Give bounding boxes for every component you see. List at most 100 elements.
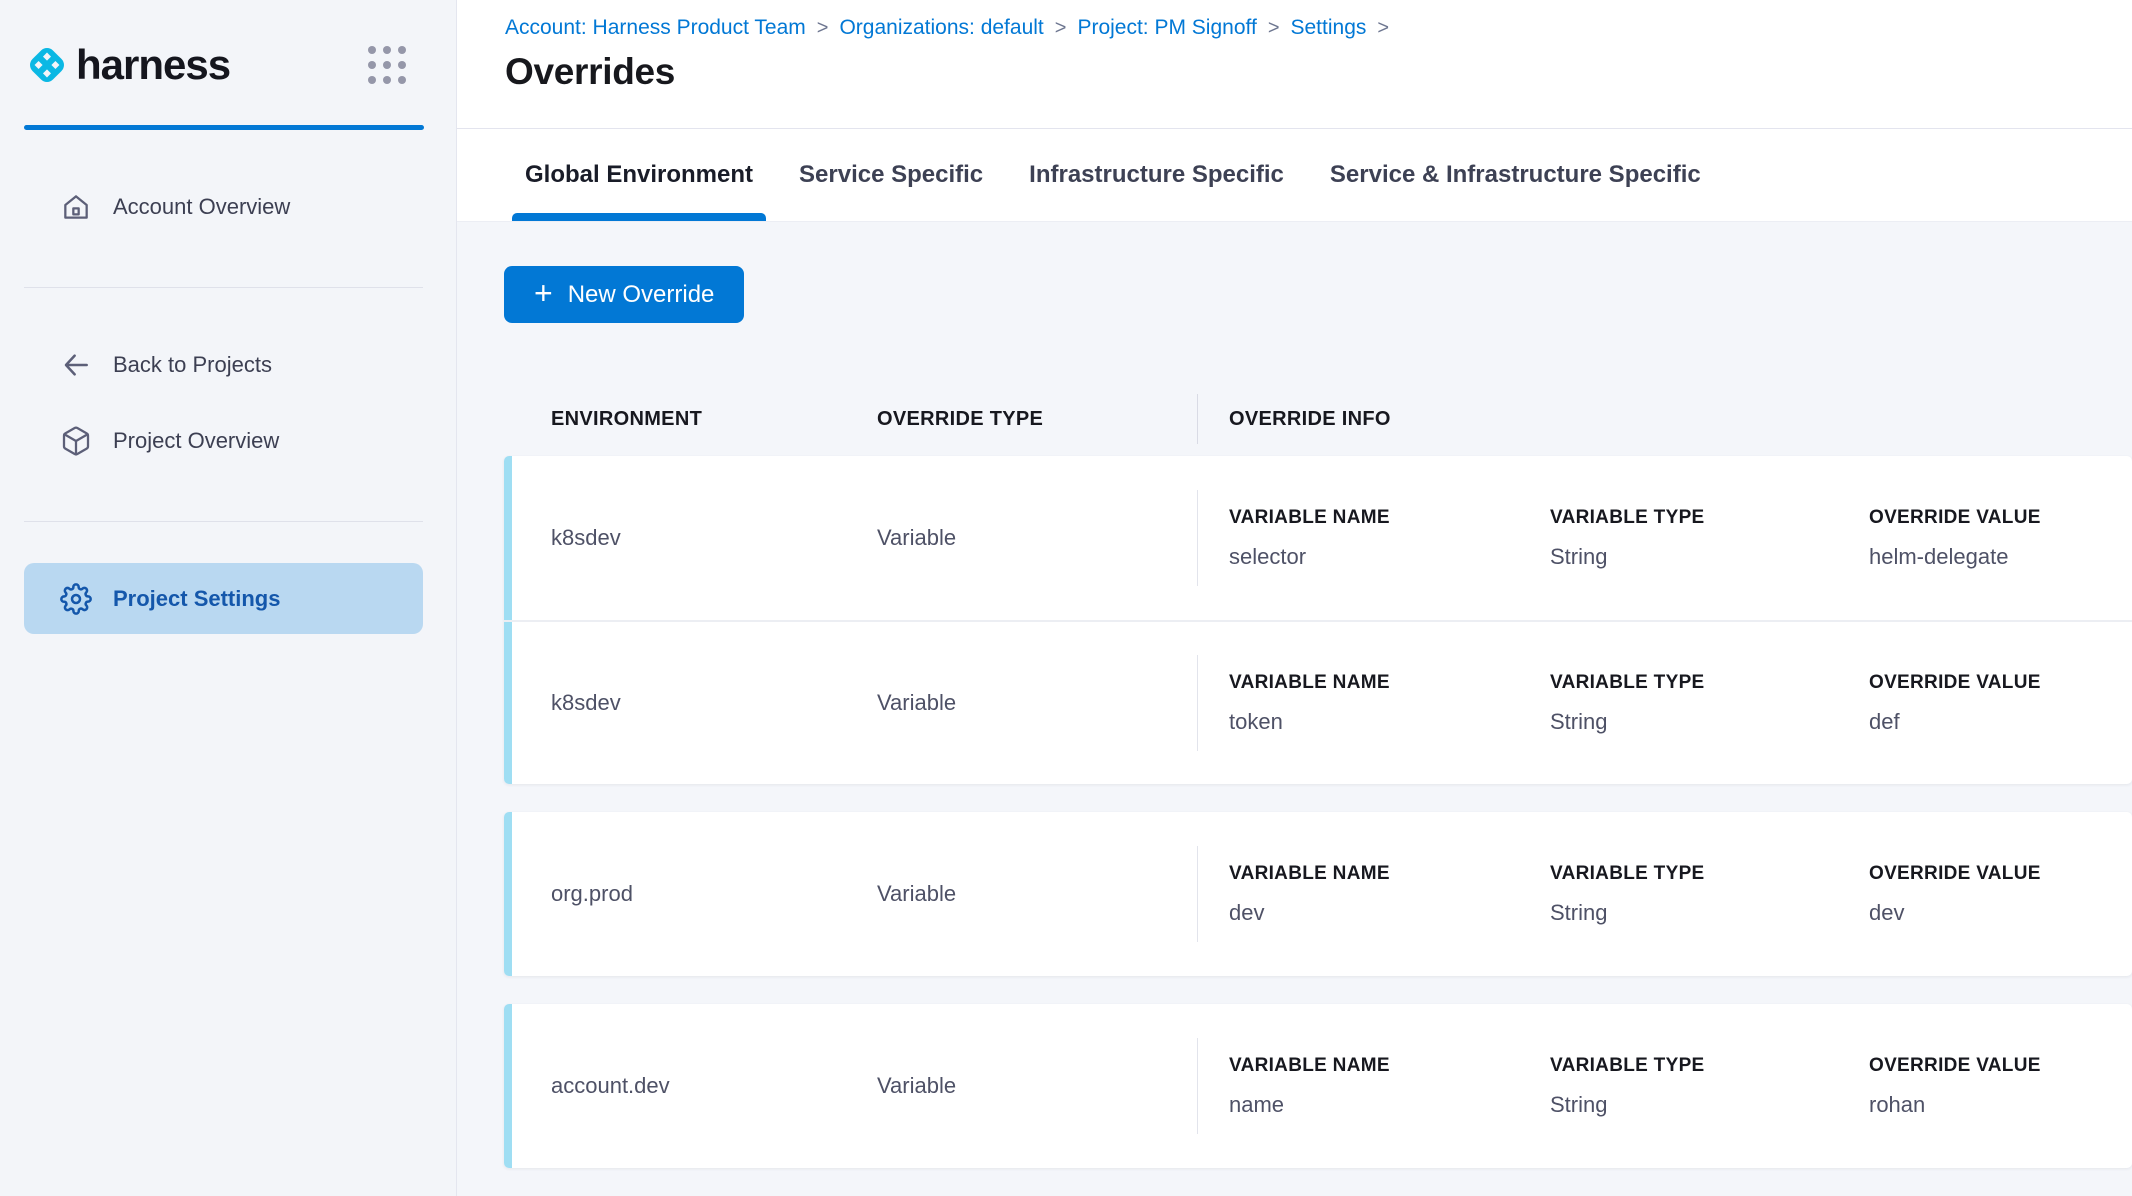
info-value: String <box>1550 543 1608 569</box>
info-value: helm-delegate <box>1869 543 2009 569</box>
tab-bar: Global Environment Service Specific Infras… <box>457 129 2132 222</box>
info-col-override-value: OVERRIDE VALUE rohan <box>1869 1055 2132 1118</box>
info-col-override-value: OVERRIDE VALUE dev <box>1869 863 2132 926</box>
module-grid-icon[interactable] <box>368 46 406 84</box>
breadcrumb-link[interactable]: Project: PM Signoff <box>1077 16 1257 39</box>
sidebar-item-project-settings[interactable]: Project Settings <box>24 563 423 634</box>
override-type-cell: Variable <box>877 525 957 550</box>
info-label: VARIABLE TYPE <box>1550 1054 1705 1076</box>
override-row[interactable]: k8sdev Variable VARIABLE NAME selector VARIA… <box>504 456 2132 620</box>
brand-name: harness <box>76 41 231 88</box>
override-type-cell: Variable <box>877 881 957 906</box>
tab-label: Service & Infrastructure Specific <box>1329 161 1701 189</box>
table-header: ENVIRONMENT OVERRIDE TYPE OVERRIDE INFO <box>504 394 2132 444</box>
info-value: rohan <box>1869 1091 1926 1117</box>
content-area: + New Override ENVIRONMENT OVERRIDE TYPE… <box>457 222 2132 1196</box>
info-value: dev <box>1229 899 1265 925</box>
sidebar: harness Account Overview Bac <box>0 0 457 1196</box>
page-title: Overrides <box>505 51 676 92</box>
info-value: String <box>1550 899 1608 925</box>
column-header-environment: ENVIRONMENT <box>551 407 703 430</box>
info-col-variable-type: VARIABLE TYPE String <box>1550 672 1869 735</box>
info-label: VARIABLE TYPE <box>1550 862 1705 884</box>
override-info-cell: VARIABLE NAME token VARIABLE TYPE String OVE… <box>1197 655 2132 751</box>
brand[interactable]: harness <box>25 41 231 89</box>
override-list: k8sdev Variable VARIABLE NAME selector VARIA… <box>504 456 2132 1168</box>
page-header: Account: Harness Product Team > Organizati… <box>457 0 2132 130</box>
info-value: dev <box>1869 899 1905 925</box>
breadcrumb-separator-icon: > <box>1267 16 1280 39</box>
tab-label: Service Specific <box>799 161 984 189</box>
breadcrumb-separator-icon: > <box>816 16 829 39</box>
sidebar-accent-rule <box>24 125 424 130</box>
breadcrumb-link[interactable]: Account: Harness Product Team <box>505 16 806 39</box>
column-header-override-type: OVERRIDE TYPE <box>877 407 1044 430</box>
harness-logo-icon <box>30 48 64 82</box>
breadcrumb-link[interactable]: Organizations: default <box>839 16 1044 39</box>
tab-label: Infrastructure Specific <box>1029 161 1284 189</box>
breadcrumb: Account: Harness Product Team > Organizati… <box>505 16 2132 40</box>
override-info-cell: VARIABLE NAME selector VARIABLE TYPE String… <box>1197 490 2132 586</box>
info-label: VARIABLE NAME <box>1229 1054 1390 1076</box>
main-area: Account: Harness Product Team > Organizati… <box>457 0 2132 1196</box>
info-value: String <box>1550 708 1608 734</box>
info-label: VARIABLE NAME <box>1229 862 1390 884</box>
override-info-cell: VARIABLE NAME name VARIABLE TYPE String OVER… <box>1197 1038 2132 1134</box>
sidebar-item-label: Back to Projects <box>113 351 272 377</box>
override-type-cell: Variable <box>877 1073 957 1098</box>
arrow-left-icon <box>64 353 88 376</box>
info-label: OVERRIDE VALUE <box>1869 1054 2041 1076</box>
info-label: VARIABLE TYPE <box>1550 671 1705 693</box>
new-override-button[interactable]: + New Override <box>504 266 745 323</box>
tab-label: Global Environment <box>525 161 754 189</box>
sidebar-item-label: Project Settings <box>113 585 281 611</box>
info-label: VARIABLE TYPE <box>1550 506 1705 528</box>
override-type-cell: Variable <box>877 690 957 715</box>
cube-icon <box>62 426 90 456</box>
info-col-variable-type: VARIABLE TYPE String <box>1550 863 1869 926</box>
override-row[interactable]: account.dev Variable VARIABLE NAME name VARI… <box>504 1004 2132 1168</box>
breadcrumb-separator-icon: > <box>1054 16 1067 39</box>
info-value: selector <box>1229 543 1307 569</box>
info-col-variable-name: VARIABLE NAME dev <box>1229 863 1550 926</box>
info-col-override-value: OVERRIDE VALUE helm-delegate <box>1869 507 2132 570</box>
sidebar-item-back-to-projects[interactable]: Back to Projects <box>24 329 423 400</box>
home-icon <box>64 194 88 219</box>
override-card: account.dev Variable VARIABLE NAME name VARI… <box>504 1004 2132 1168</box>
sidebar-nav: Account Overview Back to Projects Projec… <box>0 130 456 634</box>
tab-infrastructure-specific[interactable]: Infrastructure Specific <box>1016 129 1297 221</box>
sidebar-item-label: Project Overview <box>113 427 280 453</box>
info-label: VARIABLE NAME <box>1229 671 1390 693</box>
environment-cell: org.prod <box>551 881 633 906</box>
breadcrumb-link[interactable]: Settings <box>1290 16 1367 39</box>
override-card: k8sdev Variable VARIABLE NAME selector VARIA… <box>504 456 2132 784</box>
tab-service-specific[interactable]: Service Specific <box>786 129 996 221</box>
sidebar-divider <box>24 521 423 522</box>
info-col-variable-type: VARIABLE TYPE String <box>1550 1055 1869 1118</box>
sidebar-item-account-overview[interactable]: Account Overview <box>24 171 423 242</box>
breadcrumb-separator-icon: > <box>1377 16 1390 39</box>
sidebar-item-project-overview[interactable]: Project Overview <box>24 405 423 476</box>
info-label: OVERRIDE VALUE <box>1869 862 2041 884</box>
info-col-variable-type: VARIABLE TYPE String <box>1550 507 1869 570</box>
gear-icon <box>60 582 92 615</box>
info-col-override-value: OVERRIDE VALUE def <box>1869 672 2132 735</box>
override-row[interactable]: org.prod Variable VARIABLE NAME dev VARIABLE… <box>504 812 2132 976</box>
sidebar-item-label: Account Overview <box>113 193 291 219</box>
tab-service-infrastructure-specific[interactable]: Service & Infrastructure Specific <box>1317 129 1714 221</box>
new-override-label: New Override <box>567 280 715 308</box>
info-label: OVERRIDE VALUE <box>1869 506 2041 528</box>
info-value: name <box>1229 1091 1285 1117</box>
override-row[interactable]: k8sdev Variable VARIABLE NAME token VARIABLE… <box>504 620 2132 784</box>
sidebar-header: harness <box>0 0 456 130</box>
tab-global-environment[interactable]: Global Environment <box>512 129 767 221</box>
info-label: OVERRIDE VALUE <box>1869 671 2041 693</box>
info-label: VARIABLE NAME <box>1229 506 1390 528</box>
plus-icon: + <box>534 274 553 311</box>
override-card: org.prod Variable VARIABLE NAME dev VARIABLE… <box>504 812 2132 976</box>
info-value: token <box>1229 708 1283 734</box>
info-col-variable-name: VARIABLE NAME token <box>1229 672 1550 735</box>
override-info-cell: VARIABLE NAME dev VARIABLE TYPE String OVERR… <box>1197 846 2132 942</box>
info-value: def <box>1869 708 1900 734</box>
